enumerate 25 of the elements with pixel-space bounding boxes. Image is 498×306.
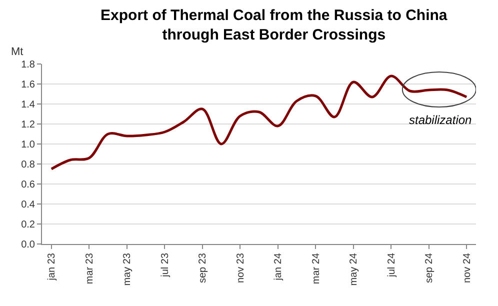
x-tick-label: jan 24 <box>273 252 284 282</box>
y-tick-label: 1.4 <box>21 100 36 110</box>
x-tick-label: jan 23 <box>46 252 58 282</box>
y-tick-label: 1.2 <box>21 120 36 130</box>
y-tick-label: 0.6 <box>21 180 36 190</box>
y-axis-title: Mt <box>11 46 24 58</box>
x-tick-label: sep 23 <box>198 252 209 284</box>
annotation: stabilization <box>409 113 472 127</box>
chart-title: Export of Thermal Coal from the Russia to China through East Border Crossings <box>100 6 448 44</box>
x-tick-label: jul 24 <box>386 252 398 278</box>
x-tick-label: mar 24 <box>310 252 322 284</box>
x-tick-label: nov 23 <box>235 252 246 284</box>
y-tick-label: 1.6 <box>21 80 36 90</box>
x-tick-label: nov 24 <box>462 252 473 284</box>
x-tick-label: may 23 <box>122 252 134 286</box>
y-tick-label: 1.8 <box>21 60 36 70</box>
x-tick-label: sep 24 <box>424 252 436 284</box>
y-tick-label: 1.0 <box>21 140 36 150</box>
x-tick-label: mar 23 <box>84 252 96 284</box>
y-tick-label: 0.0 <box>21 240 36 250</box>
x-tick-label: may 24 <box>348 252 360 286</box>
y-tick-label: 0.8 <box>21 160 36 170</box>
x-tick-label: jul 23 <box>160 252 171 278</box>
y-tick-label: 0.2 <box>21 220 36 230</box>
y-tick-label: 0.4 <box>21 200 36 210</box>
